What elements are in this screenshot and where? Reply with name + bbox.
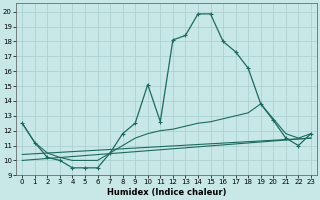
X-axis label: Humidex (Indice chaleur): Humidex (Indice chaleur): [107, 188, 226, 197]
